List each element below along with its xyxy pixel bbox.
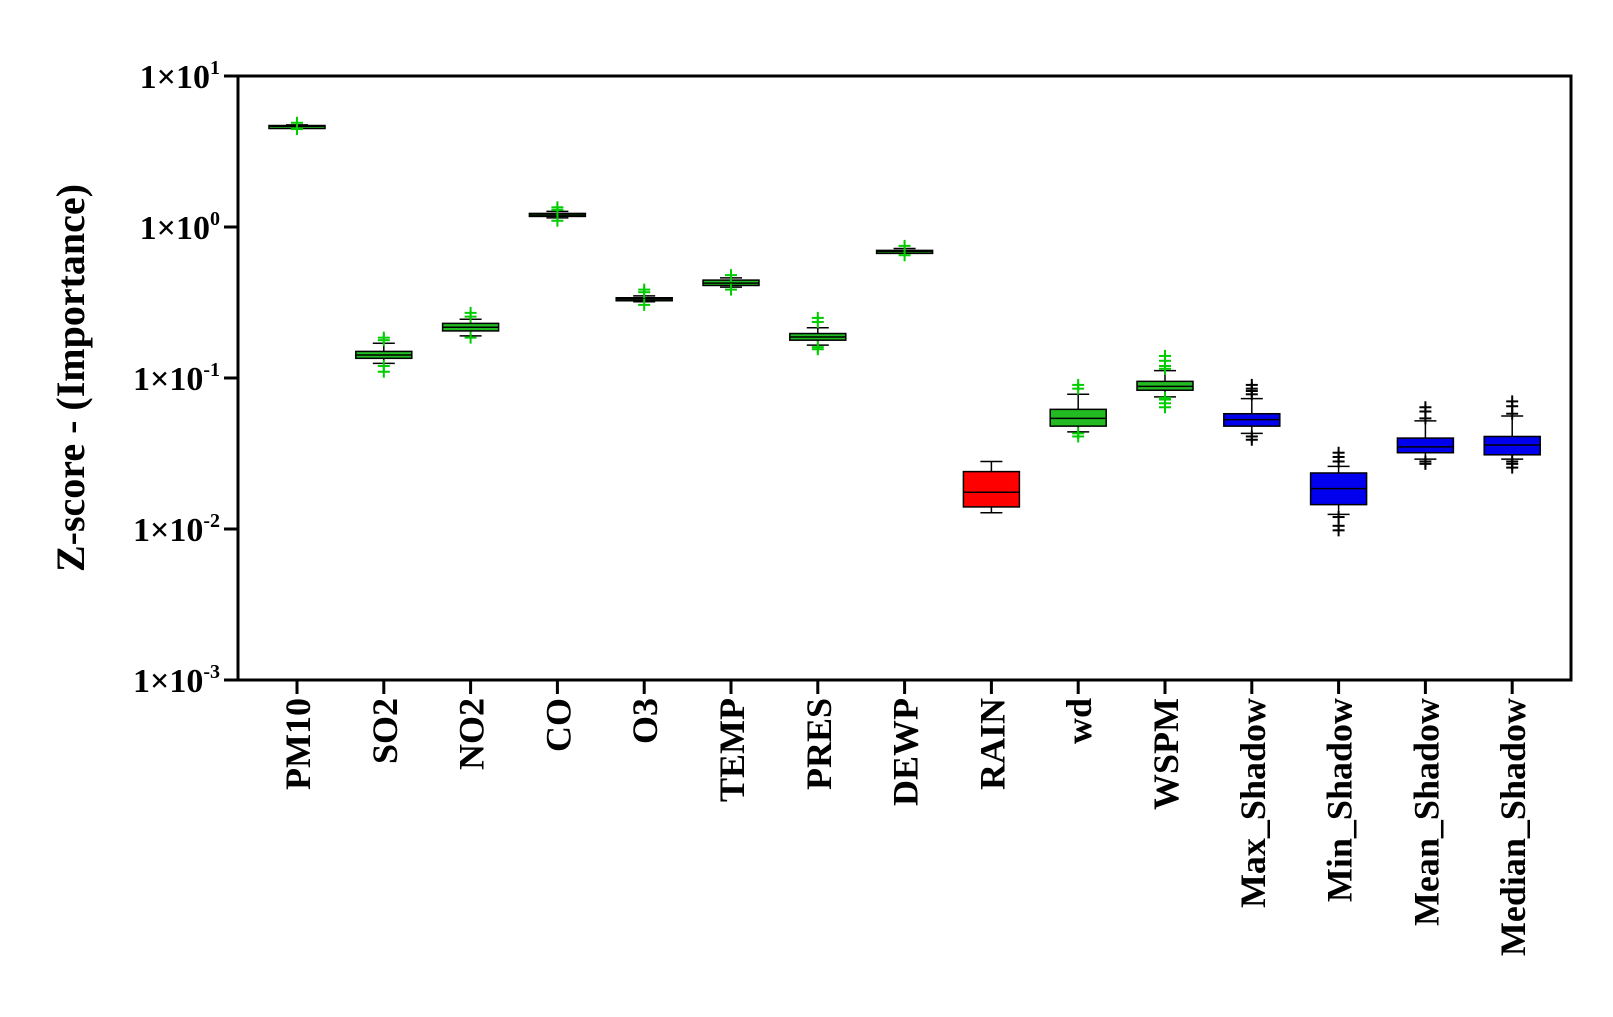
x-tick-label-so2: SO2 [365, 698, 405, 764]
box-no2 [441, 306, 500, 344]
y-tick-label-base: 1×10 [133, 663, 203, 700]
x-tick-label-o3: O3 [625, 698, 665, 744]
box-wd [1049, 378, 1107, 443]
box-max-shadow [1223, 378, 1281, 446]
y-tick-label-base: 1×10 [140, 210, 210, 247]
box-pres [789, 311, 847, 356]
x-tick-label-wd: wd [1059, 698, 1099, 744]
outlier-marker [464, 310, 477, 323]
outlier-marker [725, 269, 737, 282]
box-min-shadow [1309, 446, 1368, 537]
outlier-marker [1159, 362, 1171, 375]
x-tick-label-wspm: WSPM [1146, 698, 1186, 810]
outlier-marker [1072, 430, 1085, 443]
x-tick-label-max-shadow: Max_Shadow [1233, 698, 1273, 908]
outlier-marker [638, 298, 651, 311]
outlier-marker [1245, 433, 1258, 446]
y-tick-label-exponent: 1 [210, 57, 220, 79]
x-tick-label-rain: RAIN [972, 698, 1012, 790]
x-tick-label-mean-shadow: Mean_Shadow [1406, 698, 1446, 926]
box-median-shadow [1483, 395, 1541, 474]
x-tick-label-co: CO [538, 698, 578, 752]
outlier-marker [1072, 382, 1085, 395]
outlier-marker [811, 343, 824, 356]
x-axis: PM10 SO2 NO2 CO O3 TEMP PRES DEWP RAIN wd WSPM Max_… [278, 680, 1533, 956]
box-temp [702, 269, 760, 296]
box-o3 [615, 283, 673, 311]
x-tick-label-dewp: DEWP [886, 698, 926, 806]
outlier-marker [1159, 401, 1171, 414]
outlier-marker [1332, 524, 1345, 537]
box-so2 [355, 331, 413, 378]
x-tick-label-no2: NO2 [452, 698, 492, 770]
outlier-marker [811, 315, 824, 328]
outlier-marker [1419, 412, 1432, 425]
y-tick-label-exponent: 0 [210, 208, 220, 230]
x-tick-label-min-shadow: Min_Shadow [1320, 698, 1360, 902]
y-tick-label-exponent: -3 [203, 661, 220, 683]
outlier-marker [898, 249, 911, 262]
outlier-marker [1332, 455, 1345, 468]
outlier-marker [1506, 461, 1519, 474]
y-tick-label-base: 1×10 [133, 512, 203, 549]
outlier-marker [1419, 457, 1432, 470]
outlier-marker [1506, 407, 1519, 420]
box-pm10 [268, 116, 326, 136]
boxes-layer [268, 116, 1541, 537]
outlier-marker [638, 286, 651, 299]
x-tick-label-pm10: PM10 [278, 698, 318, 790]
y-tick-label: 1×10-3 [133, 661, 220, 700]
box-rain [962, 460, 1021, 514]
outlier-marker [1245, 388, 1258, 401]
box-iqr [962, 470, 1021, 508]
outlier-marker [377, 334, 390, 347]
y-axis-title: Z-score - (Importance) [48, 184, 93, 572]
x-tick-label-temp: TEMP [712, 698, 752, 802]
y-tick-label-base: 1×10 [140, 59, 210, 96]
plot-area-frame [236, 74, 1573, 682]
outlier-marker [291, 123, 303, 136]
y-tick-label-exponent: -2 [203, 510, 220, 532]
outlier-marker [551, 214, 564, 227]
y-tick-label-exponent: -1 [203, 359, 220, 381]
x-tick-label-median-shadow: Median_Shadow [1493, 698, 1533, 956]
outlier-marker [464, 331, 477, 344]
outlier-marker [377, 365, 390, 378]
y-tick-label: 1×101 [140, 57, 220, 96]
y-tick-label-base: 1×10 [133, 361, 203, 398]
box-iqr [1396, 437, 1455, 454]
box-wspm [1136, 349, 1194, 414]
box-co [528, 201, 587, 227]
y-tick-label: 1×10-2 [133, 510, 220, 549]
outlier-marker [551, 203, 564, 216]
x-tick-label-pres: PRES [799, 698, 839, 790]
y-tick-label: 1×10-1 [133, 359, 220, 398]
outlier-marker [725, 283, 737, 296]
box-dewp [875, 239, 934, 262]
box-mean-shadow [1396, 401, 1455, 470]
y-tick-label: 1×100 [140, 208, 220, 247]
